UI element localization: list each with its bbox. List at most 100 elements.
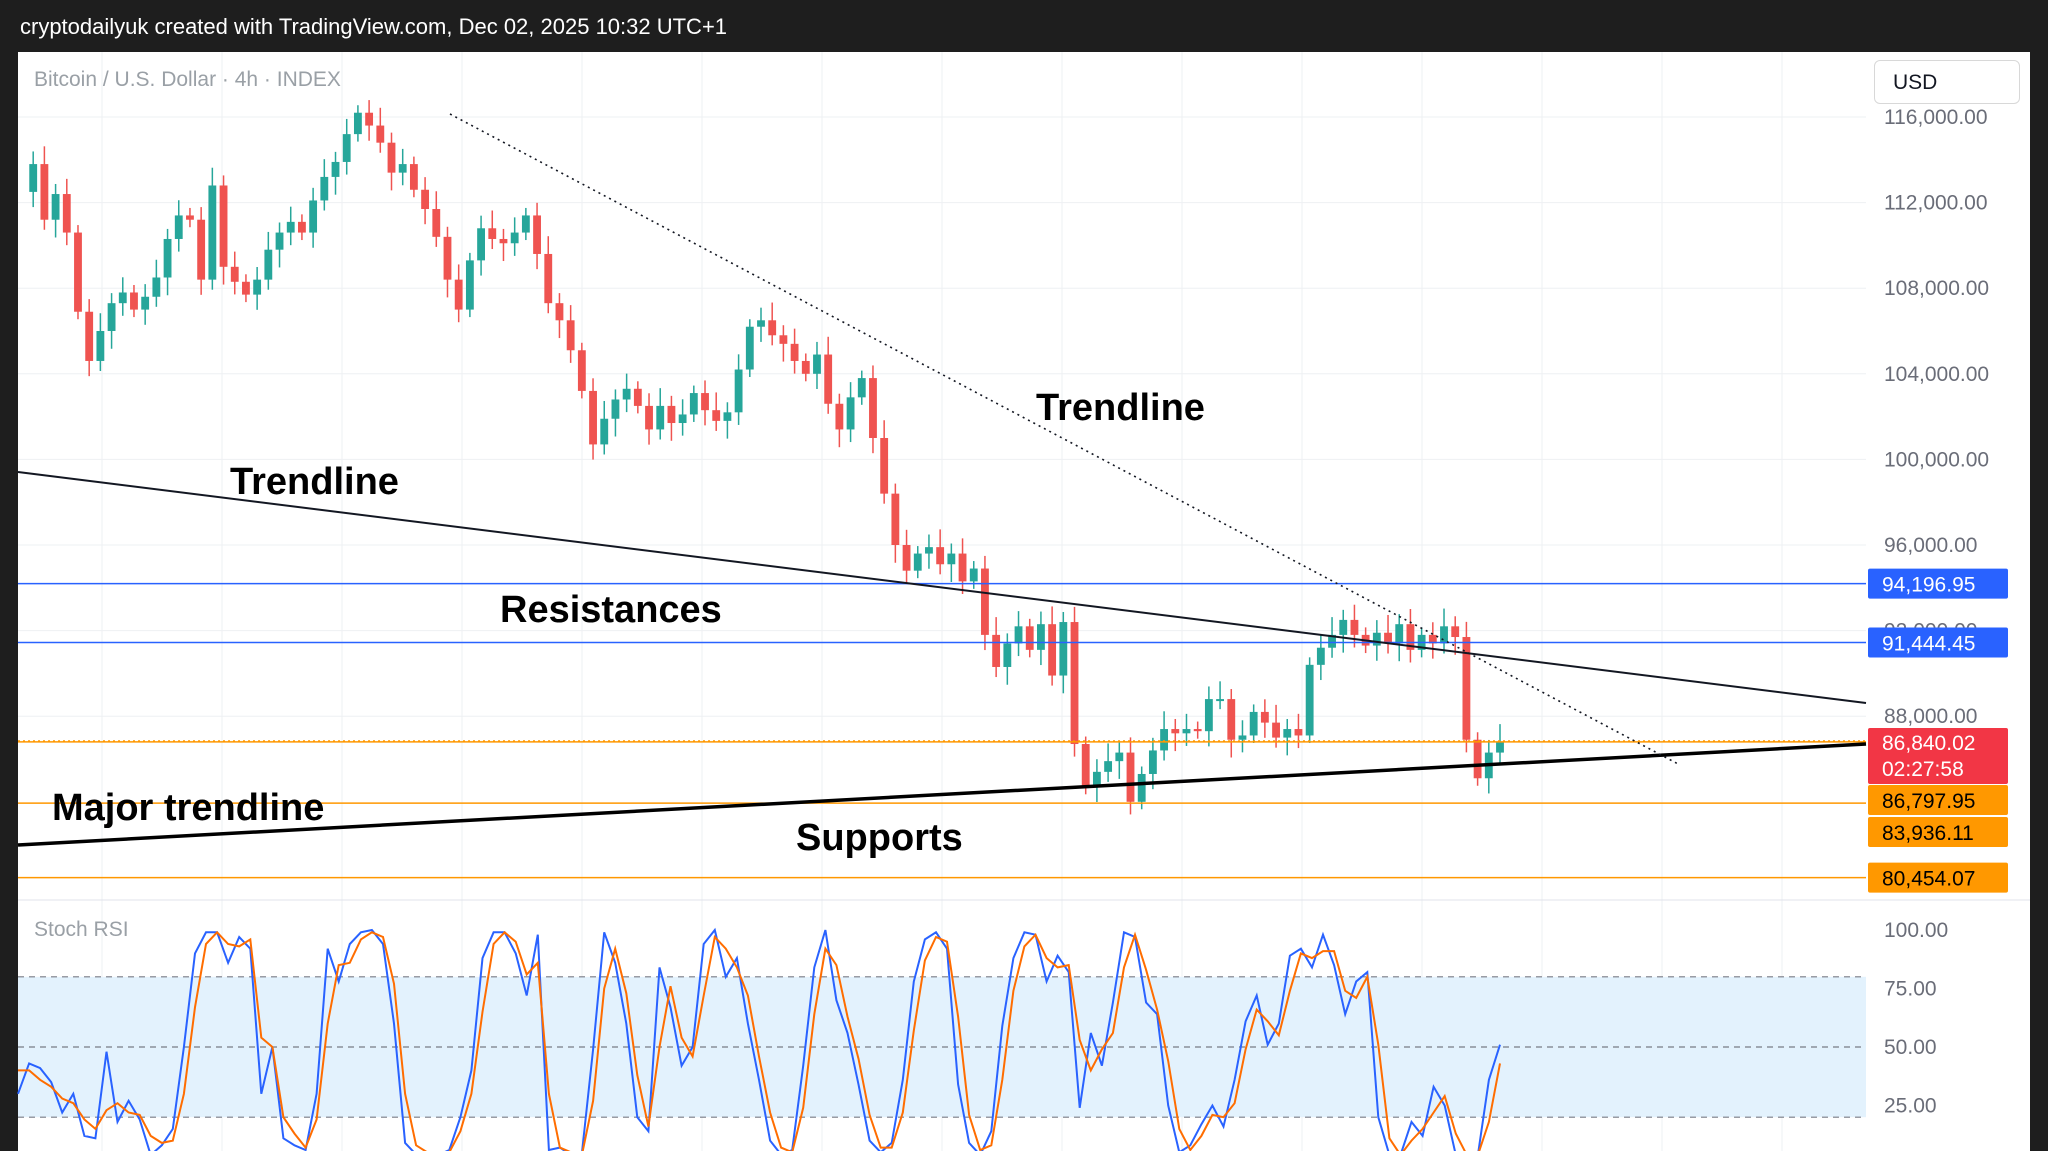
candle-body bbox=[1440, 626, 1448, 644]
candle-body bbox=[499, 238, 508, 244]
price-tick-label: 96,000.00 bbox=[1884, 534, 1977, 557]
candle-body bbox=[801, 360, 810, 374]
candle-body bbox=[197, 219, 206, 280]
candle-body bbox=[1014, 626, 1023, 644]
candle-body bbox=[421, 189, 430, 210]
candle-body bbox=[645, 405, 653, 430]
watermark-text: cryptodailyuk created with TradingView.c… bbox=[20, 14, 728, 39]
candle-body bbox=[869, 378, 877, 438]
candle-body bbox=[219, 185, 228, 267]
candle-body bbox=[286, 221, 295, 233]
candle-body bbox=[1305, 664, 1314, 736]
candle-body bbox=[902, 545, 911, 571]
candle-body bbox=[1025, 626, 1034, 650]
candle-body bbox=[342, 134, 351, 162]
support-tag-1 bbox=[1868, 785, 2008, 815]
candle-body bbox=[1473, 739, 1482, 779]
candle-body bbox=[62, 194, 71, 233]
candle-body bbox=[846, 397, 855, 430]
candle-body bbox=[947, 553, 956, 565]
candle-body bbox=[835, 403, 844, 430]
candle-body bbox=[566, 320, 575, 351]
candle-body bbox=[465, 260, 474, 310]
candle-body bbox=[163, 238, 172, 278]
candle-body bbox=[141, 296, 150, 310]
candle-body bbox=[734, 369, 743, 413]
candle-body bbox=[813, 354, 821, 374]
candle-body bbox=[309, 200, 318, 233]
trendline-dotted bbox=[449, 113, 1681, 766]
candle-body bbox=[298, 221, 306, 233]
candle-body bbox=[891, 493, 900, 545]
candle-body bbox=[611, 399, 620, 419]
candle-body bbox=[130, 292, 138, 310]
resistance-tag-1-text: 94,196.95 bbox=[1882, 574, 1975, 597]
candle-body bbox=[152, 277, 161, 297]
candle-body bbox=[600, 418, 609, 445]
candle-body bbox=[1316, 647, 1325, 665]
support-tag-3-text: 80,454.07 bbox=[1882, 868, 1975, 891]
candle-body bbox=[779, 335, 788, 344]
candle-body bbox=[29, 164, 38, 192]
candle-body bbox=[1092, 771, 1101, 787]
candle-body bbox=[1037, 624, 1045, 650]
candle-body bbox=[1171, 729, 1180, 734]
candle-body bbox=[1496, 741, 1504, 753]
candle-body bbox=[477, 228, 485, 261]
candle-body bbox=[1104, 761, 1113, 772]
stoch-d-line bbox=[18, 930, 1501, 1151]
candle-body bbox=[1182, 729, 1191, 734]
trendline-upper bbox=[17, 471, 1867, 704]
candle-body bbox=[790, 343, 799, 361]
candle-body bbox=[1350, 619, 1359, 635]
major-trendline bbox=[17, 742, 1867, 847]
candle-body bbox=[85, 311, 94, 361]
annotation-label: Supports bbox=[796, 817, 963, 859]
candle-body bbox=[1294, 729, 1303, 736]
candle-body bbox=[174, 215, 183, 239]
rsi-tick-label: 100.00 bbox=[1884, 919, 1948, 942]
candle-body bbox=[1081, 744, 1090, 787]
watermark-bar: cryptodailyuk created with TradingView.c… bbox=[0, 0, 2048, 52]
candle-body bbox=[577, 350, 586, 391]
annotation-label: Trendline bbox=[230, 461, 399, 503]
candle-body bbox=[1216, 699, 1224, 702]
candle-body bbox=[264, 249, 273, 280]
candle-body bbox=[1283, 729, 1292, 738]
countdown-text: 02:27:58 bbox=[1882, 758, 1964, 781]
candle-body bbox=[253, 279, 262, 295]
chart-panel[interactable] bbox=[18, 52, 2030, 1151]
candle-body bbox=[1428, 634, 1437, 644]
candle-body bbox=[118, 292, 127, 304]
candle-body bbox=[533, 215, 541, 254]
candle-body bbox=[1328, 634, 1336, 648]
annotation-label: Resistances bbox=[500, 589, 722, 631]
candle-body bbox=[969, 568, 978, 582]
candle-body bbox=[275, 232, 284, 250]
candle-body bbox=[398, 164, 407, 173]
currency-button[interactable]: USD bbox=[1874, 60, 2020, 104]
horizontal-levels bbox=[18, 582, 1866, 879]
candle-body bbox=[667, 405, 676, 424]
candle-body bbox=[1406, 624, 1415, 650]
rsi-tick-label: 50.00 bbox=[1884, 1036, 1937, 1059]
candle-body bbox=[1204, 699, 1213, 732]
candle-body bbox=[1048, 624, 1057, 676]
candle-body bbox=[981, 568, 989, 635]
candle-body bbox=[992, 634, 1001, 667]
price-tick-label: 88,000.00 bbox=[1884, 705, 1977, 728]
candle-body bbox=[768, 320, 777, 336]
candle-body bbox=[701, 393, 709, 411]
candle-body bbox=[824, 354, 833, 404]
candle-body bbox=[656, 405, 665, 430]
candle-body bbox=[242, 281, 250, 295]
candle-body bbox=[454, 279, 463, 310]
candle-body bbox=[1070, 622, 1079, 745]
candles bbox=[29, 100, 1504, 815]
candle-body bbox=[488, 228, 497, 239]
candle-body bbox=[1115, 752, 1124, 762]
trendlines bbox=[17, 113, 1867, 847]
candle-body bbox=[958, 553, 967, 582]
candle-body bbox=[925, 547, 933, 554]
